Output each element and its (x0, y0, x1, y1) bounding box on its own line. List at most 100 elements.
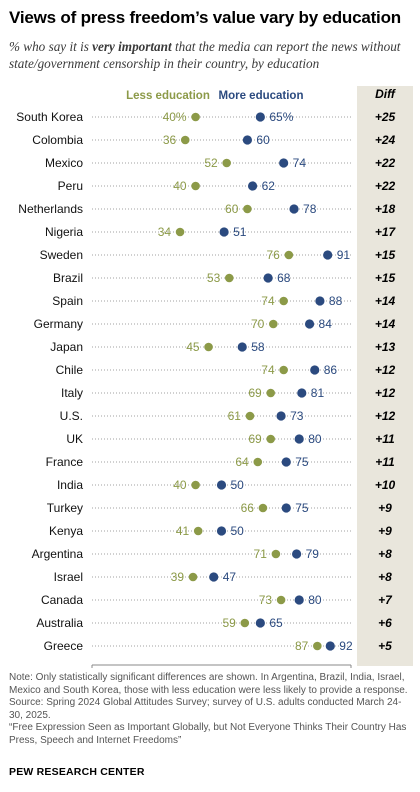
subtitle-pre: % who say it is (9, 39, 93, 54)
less-education-value-label: 69 (248, 432, 262, 446)
country-label: Netherlands (18, 202, 83, 216)
diff-value: +18 (375, 202, 396, 216)
diff-value: +9 (378, 501, 392, 515)
less-education-dot (191, 181, 200, 191)
less-education-value-label: 74 (261, 363, 275, 377)
diff-value: +7 (378, 593, 393, 607)
diff-value: +9 (378, 524, 392, 538)
more-education-value-label: 47 (223, 570, 237, 584)
more-education-dot (263, 273, 273, 283)
less-education-dot (240, 618, 250, 628)
footnotes: Note: Only statistically significant dif… (9, 672, 414, 748)
more-education-value-label: 75 (295, 501, 309, 515)
less-education-dot (204, 342, 213, 352)
country-label: Mexico (45, 156, 83, 170)
more-education-value-label: 78 (303, 202, 317, 216)
more-education-value-label: 86 (324, 363, 338, 377)
more-education-value-label: 73 (290, 409, 304, 423)
more-education-value-label: 50 (231, 524, 245, 538)
subtitle-post: that the media can report the news witho… (9, 39, 401, 71)
country-label: Argentina (32, 547, 84, 561)
more-education-dot (304, 319, 315, 329)
less-education-value-label: 66 (241, 501, 255, 515)
diff-value: +6 (378, 616, 392, 630)
less-education-dot (188, 572, 198, 582)
less-education-value-label: 76 (266, 248, 280, 262)
report-title: “Free Expression Seen as Important Globa… (9, 722, 407, 746)
less-education-dot (269, 319, 278, 329)
diff-value: +13 (375, 340, 396, 354)
less-education-dot (222, 158, 231, 168)
more-education-dot (310, 365, 320, 375)
less-education-dot (266, 388, 276, 398)
diff-value: +22 (375, 179, 396, 193)
less-education-dot (175, 227, 185, 237)
less-education-dot (271, 549, 281, 559)
country-label: Sweden (40, 248, 83, 262)
less-education-dot (253, 457, 263, 467)
diff-value: +8 (378, 570, 392, 584)
more-education-value-label: 92 (339, 639, 353, 653)
country-label: Greece (44, 639, 84, 653)
more-education-value-label: 58 (251, 340, 265, 354)
country-label: India (57, 478, 83, 492)
country-label: Chile (56, 363, 84, 377)
less-education-dot (191, 112, 200, 122)
less-education-dot (313, 641, 322, 651)
diff-value: +14 (375, 317, 396, 331)
less-education-value-label: 39 (171, 570, 185, 584)
less-education-dot (224, 273, 234, 283)
less-education-value-label: 73 (259, 593, 273, 607)
diff-value: +12 (375, 363, 396, 377)
more-education-dot (289, 204, 299, 214)
more-education-value-label: 80 (308, 593, 322, 607)
more-education-value-label: 81 (311, 386, 325, 400)
less-education-dot (279, 296, 288, 306)
country-label: Nigeria (45, 225, 83, 239)
country-label: Japan (50, 340, 83, 354)
country-label: Germany (34, 317, 83, 331)
less-education-value-label: 41 (176, 524, 190, 538)
more-education-value-label: 68 (277, 271, 291, 285)
subtitle-emphasis: very important (92, 39, 172, 54)
more-education-dot (247, 181, 258, 191)
less-education-value-label: 69 (248, 386, 262, 400)
less-education-dot (243, 204, 252, 214)
diff-value: +17 (375, 225, 397, 239)
more-education-dot (323, 250, 333, 260)
more-education-dot (279, 158, 289, 168)
more-education-value-label: 51 (233, 225, 247, 239)
legend-more-education: More education (219, 90, 304, 102)
less-education-value-label: 71 (254, 547, 268, 561)
country-label: France (46, 455, 84, 469)
country-label: South Korea (16, 110, 83, 124)
more-education-value-label: 84 (319, 317, 333, 331)
less-education-value-label: 59 (222, 616, 236, 630)
country-label: Peru (58, 179, 83, 193)
diff-value: +12 (375, 409, 396, 423)
more-education-dot (242, 135, 252, 145)
chart-title: Views of press freedom’s value vary by e… (9, 8, 401, 27)
country-label: Italy (61, 386, 83, 400)
less-education-dot (279, 365, 288, 375)
chart-subtitle: % who say it is very important that the … (9, 38, 414, 72)
more-education-dot (216, 526, 227, 536)
less-education-value-label: 34 (158, 225, 172, 239)
less-education-value-label: 40 (173, 478, 187, 492)
less-education-dot (276, 595, 286, 605)
diff-value: +24 (375, 133, 396, 147)
less-education-value-label: 87 (295, 639, 309, 653)
more-education-value-label: 65 (269, 616, 283, 630)
less-education-value-label: 61 (228, 409, 242, 423)
more-education-dot (294, 434, 304, 444)
more-education-dot (292, 549, 302, 559)
less-education-value-label: 70 (251, 317, 265, 331)
more-education-dot (294, 595, 304, 605)
less-education-dot (284, 250, 294, 260)
diff-value: +22 (375, 156, 396, 170)
diff-value: +15 (375, 248, 396, 262)
country-label: Canada (41, 593, 83, 607)
country-label: Colombia (32, 133, 83, 147)
more-education-dot (219, 227, 229, 237)
dot-plot-chart: Diff Less education More education South Ko… (16, 86, 413, 668)
